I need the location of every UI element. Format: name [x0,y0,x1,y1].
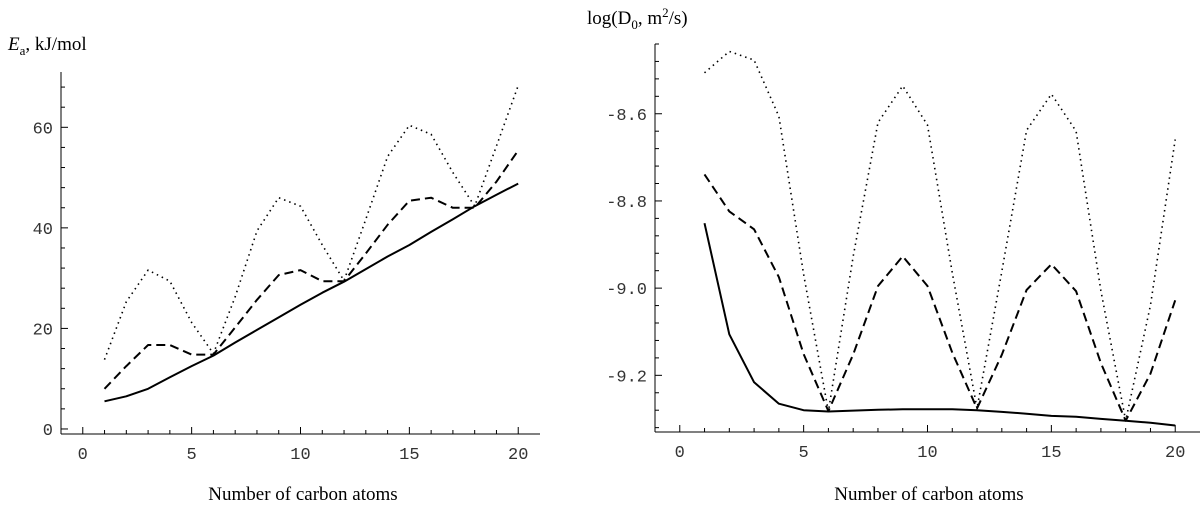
left-y-axis-title-main: E [7,34,20,55]
right-y-axis-title-sub: 0 [631,17,638,32]
left-series-dashed [103,149,520,390]
right-y-tick-label: -8.6 [606,107,647,126]
right-y-tick-label: -9.2 [606,368,647,387]
right-y-axis-title-mid: , m [638,8,663,29]
right-x-tick-label: 5 [799,444,809,463]
right-x-axis-title: Number of carbon atoms [834,484,1023,505]
right-y-axis-title-sup: 2 [662,5,669,20]
right-x-tick-label: 0 [675,444,685,463]
right-y-axis-title-main: log(D [587,8,631,29]
left-y-tick-label: 0 [43,422,53,441]
left-series-solid [104,182,519,403]
right-x-tick-label: 15 [1041,444,1061,463]
left-y-tick-label: 20 [33,321,53,340]
left-x-tick-label: 20 [508,446,528,465]
right-series-dashed [703,173,1177,422]
left-series-dotted [103,85,519,360]
left-y-tick-label: 60 [33,120,53,139]
left-x-tick-label: 10 [290,446,310,465]
right-series-dotted [703,50,1176,422]
left-series [103,85,520,403]
right-series [703,50,1177,427]
chart-left: Ea, kJ/mol 0 5 10 15 20 0 20 40 60 Number of car… [7,34,540,505]
right-x-tick-label: 10 [917,444,937,463]
right-y-axis-title: log(D0, m2/s) [587,5,688,32]
left-y-axis-title: Ea, kJ/mol [7,34,87,58]
left-x-tick-label: 5 [187,446,197,465]
left-y-axis-title-sub: a [20,43,26,58]
left-x-axis-title: Number of carbon atoms [208,484,397,505]
left-x-tick-label: 15 [399,446,419,465]
right-y-axis-title-rest: /s) [669,8,688,29]
left-y-tick-label: 40 [33,221,53,240]
right-y-tick-label: -9.0 [606,281,647,300]
right-series-solid [703,222,1176,427]
chart-right: log(D0, m2/s) 0 5 10 15 20-9.2-9.0-8.8-8.6 N… [587,5,1200,505]
right-y-tick-label: -8.8 [606,194,647,213]
left-ticks: 0 5 10 15 20 0 20 40 60 [33,86,528,465]
right-ticks: 0 5 10 15 20 -9.2 -9.0 -8.8 -8.6 [606,43,1185,463]
left-y-axis-title-rest: , kJ/mol [25,34,86,55]
right-x-tick-label: 20 [1165,444,1185,463]
left-x-tick-label: 0 [78,446,88,465]
